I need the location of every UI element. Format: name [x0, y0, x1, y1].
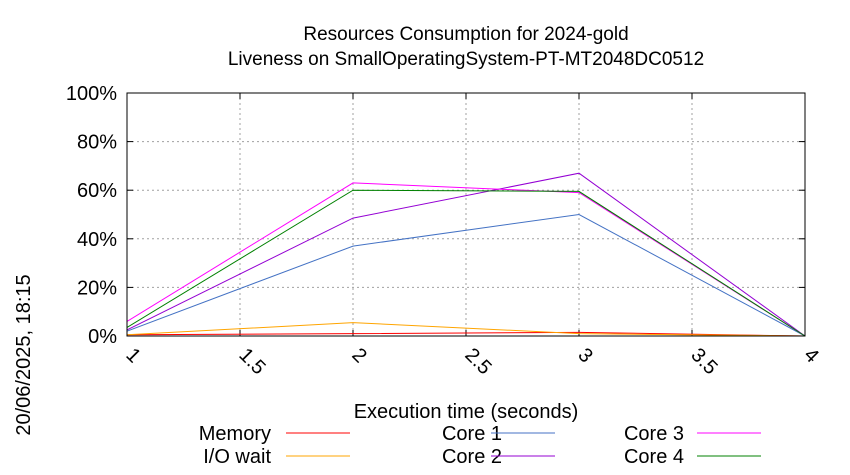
y-tick-label: 40% [77, 229, 117, 251]
x-axis-label: Execution time (seconds) [354, 401, 579, 423]
x-tick-label: 3.5 [686, 344, 721, 379]
chart-subtitle: Liveness on SmallOperatingSystem-PT-MT20… [228, 49, 704, 70]
series-line-core-4 [126, 189, 806, 337]
legend-label-core-2: Core 2 [442, 446, 502, 468]
x-tick-label: 2.5 [460, 344, 495, 379]
series-line-core-2 [126, 172, 806, 337]
y-tick-label: 20% [77, 277, 117, 299]
y-tick-label: 0% [88, 326, 117, 348]
series-line-i-o-wait [126, 322, 806, 337]
legend-label-core-1: Core 1 [442, 423, 502, 445]
legend-label-memory: Memory [199, 423, 271, 445]
x-tick-label: 1.5 [234, 344, 269, 379]
y-tick-label: 80% [77, 132, 117, 154]
series-line-core-1 [126, 213, 806, 337]
y-axis-ticks: 0% 20% 40% 60% 80% 100% [66, 83, 117, 348]
chart-title: Resources Consumption for 2024-gold [303, 24, 628, 45]
y-tick-label: 100% [66, 83, 117, 105]
x-tick-label: 3 [573, 344, 596, 367]
x-tick-label: 4 [799, 344, 822, 367]
y-tick-label: 60% [77, 180, 117, 202]
legend-label-core-3: Core 3 [624, 423, 684, 445]
timestamp-label: 20/06/2025, 18:15 [13, 274, 35, 435]
series-line-memory [126, 331, 806, 337]
series-line-core-3 [126, 182, 806, 337]
grid-lines [126, 92, 806, 337]
legend-label-core-4: Core 4 [624, 446, 684, 468]
x-axis-ticks: 1 1.5 2 2.5 3 3.5 4 [121, 344, 822, 379]
legend-label-i-o-wait: I/O wait [203, 446, 271, 468]
series-lines [126, 172, 806, 337]
plot-frame [126, 92, 806, 337]
x-tick-label: 2 [347, 344, 370, 367]
x-tick-label: 1 [121, 344, 144, 367]
